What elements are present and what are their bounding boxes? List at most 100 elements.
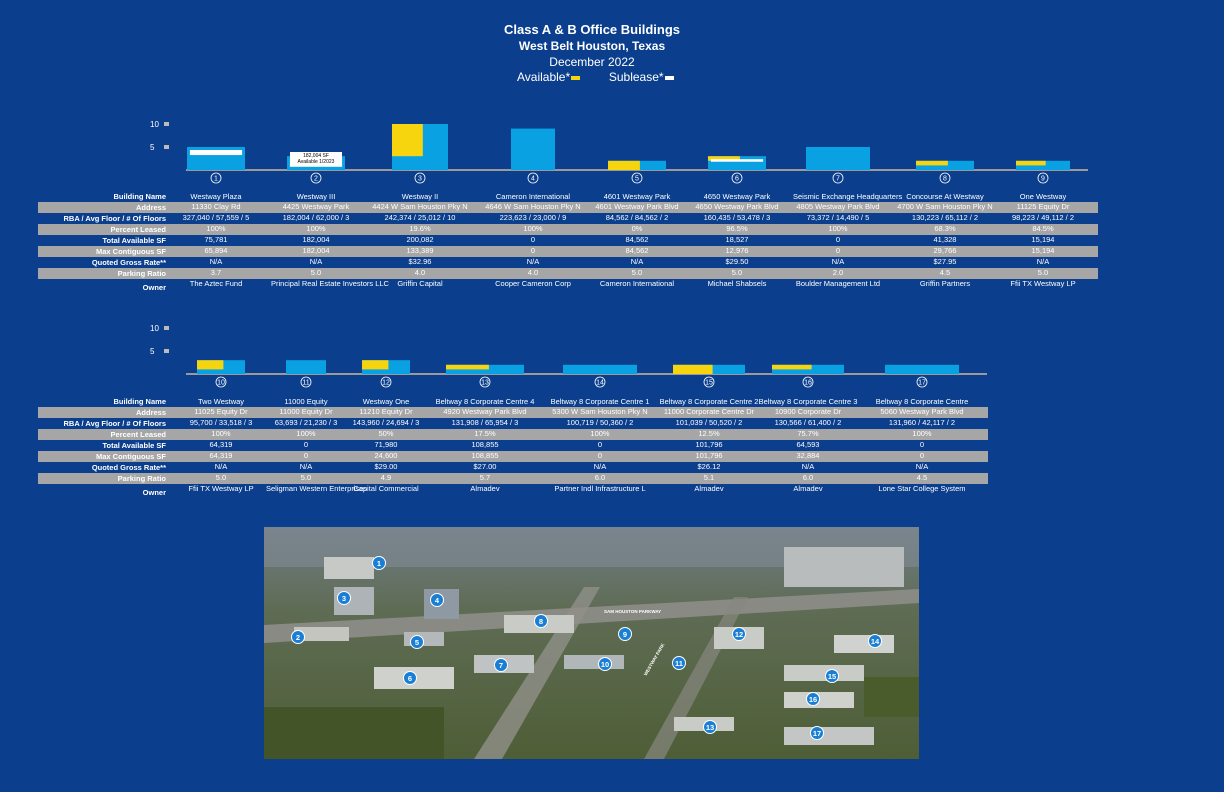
row-label-name: Building Name — [113, 192, 166, 201]
row-contig: Max Contiguous SF 64,319 0 24,600 108,855 0 10… — [38, 451, 988, 462]
avail-cell: 41,328 — [933, 235, 957, 244]
legend-sublease-swatch — [664, 75, 674, 80]
leased-cell: 100% — [523, 224, 543, 233]
report-date: December 2022 — [549, 55, 635, 69]
chart-note-line: Available 1/2023 — [298, 159, 335, 165]
rate-cell: $27.00 — [473, 462, 497, 471]
parking-cell: 5.0 — [731, 268, 743, 277]
building-bar-9 — [1016, 160, 1070, 170]
row-label-avail: Total Available SF — [102, 441, 167, 450]
name-cell: Beltway 8 Corporate Centre 1 — [550, 397, 650, 406]
owner-cell: Ffii TX Westway LP — [1010, 279, 1076, 288]
parking-cell: 6.0 — [594, 473, 606, 482]
page-subtitle: West Belt Houston, Texas — [518, 39, 666, 53]
owner-cell: Almadev — [470, 484, 500, 493]
map-marker-6: 6 — [403, 671, 417, 685]
leased-cell: 100% — [306, 224, 326, 233]
available-bar-9 — [1016, 160, 1046, 166]
building-number-circle-17 — [916, 376, 928, 388]
row-label-rate: Quoted Gross Rate** — [91, 258, 166, 267]
contig-cell: 133,389 — [406, 246, 434, 255]
contig-cell: 0 — [919, 451, 925, 460]
building-number-circle-5 — [631, 172, 643, 184]
map-marker-13: 13 — [703, 720, 717, 734]
owner-cell: Griffin Partners — [919, 279, 971, 288]
rba-cell: 95,700 / 33,518 / 3 — [189, 418, 253, 427]
row-label-leased: Percent Leased — [110, 225, 166, 234]
rate-cell: N/A — [593, 462, 607, 471]
parking-cell: 5.1 — [703, 473, 715, 482]
owner-cell: Lone Star College System — [878, 484, 966, 493]
building-number-circle-8 — [939, 172, 951, 184]
avail-cell: 182,004 — [302, 235, 330, 244]
parking-cell: 4.5 — [916, 473, 928, 482]
row-leased: Percent Leased 100% 100% 50% 17.5% 100% 12.5% 7… — [38, 429, 988, 440]
available-bar-16 — [772, 364, 812, 370]
row-rate: Quoted Gross Rate** N/A N/A $29.00 $27.00 N/A… — [38, 462, 988, 473]
rba-cell: 130,566 / 61,400 / 2 — [774, 418, 842, 427]
building-number-10: 10 — [217, 380, 225, 387]
rate-cell: N/A — [630, 257, 644, 266]
rba-cell: 160,435 / 53,478 / 3 — [703, 213, 771, 222]
name-cell: Seismic Exchange Headquarters — [793, 192, 903, 201]
buildings-table-2: Building Name Two Westway 11000 Equity West… — [38, 393, 988, 505]
map-marker-2: 2 — [291, 630, 305, 644]
legend-sublease-label: Sublease* — [608, 70, 664, 84]
row-label-parking: Parking Ratio — [117, 269, 166, 278]
contig-cell: 182,004 — [302, 246, 330, 255]
y-tick-label-10: 10 — [150, 324, 159, 333]
rba-cell: 131,960 / 42,117 / 2 — [888, 418, 956, 427]
rate-cell: $29.00 — [374, 462, 398, 471]
address-cell: 11210 Equity Dr — [359, 407, 413, 416]
parking-cell: 4.5 — [939, 268, 951, 277]
leased-cell: 84.5% — [1032, 224, 1054, 233]
rba-cell: 182,004 / 62,000 / 3 — [282, 213, 350, 222]
row-rate: Quoted Gross Rate** N/A N/A $32.96 N/A N/A $29… — [38, 257, 1098, 268]
avail-cell: 75,781 — [204, 235, 228, 244]
building-bar-11 — [286, 360, 326, 374]
contig-cell: 29,766 — [933, 246, 957, 255]
row-label-address: Address — [135, 203, 166, 212]
owner-cell: Almadev — [793, 484, 823, 493]
parking-cell: 3.7 — [210, 268, 222, 277]
contig-cell: 0 — [530, 246, 536, 255]
map-marker-15: 15 — [825, 669, 839, 683]
row-owner: Owner Ffii TX Westway LP Seligman Western … — [38, 484, 988, 498]
rate-cell: N/A — [214, 462, 228, 471]
contig-cell: 0 — [835, 246, 841, 255]
building-number-circle-12 — [380, 376, 392, 388]
sublease-bar-6 — [710, 159, 764, 162]
legend: Available* Sublease* — [517, 70, 674, 84]
building-number-3: 3 — [418, 176, 422, 183]
address-cell: 4425 Westway Park — [282, 202, 350, 211]
row-label-owner: Owner — [142, 283, 166, 292]
building-number-circle-16 — [802, 376, 814, 388]
name-cell: Westway Plaza — [190, 192, 242, 201]
rba-cell: 84,562 / 84,562 / 2 — [605, 213, 669, 222]
rate-cell: N/A — [831, 257, 845, 266]
available-bar-12 — [362, 360, 389, 370]
available-bar-6 — [708, 156, 740, 161]
parking-cell: 6.0 — [802, 473, 814, 482]
owner-cell: Griffin Capital — [397, 279, 443, 288]
row-avail: Total Available SF 75,781 182,004 200,082 0 8… — [38, 235, 1098, 246]
leased-cell: 75.7% — [797, 429, 819, 438]
building-number-circle-9 — [1037, 172, 1049, 184]
building-number-11: 11 — [302, 380, 309, 387]
row-name: Building Name Westway Plaza Westway III Wes… — [38, 188, 1098, 202]
building-number-17: 17 — [918, 380, 926, 387]
row-parking: Parking Ratio 5.0 5.0 4.9 5.7 6.0 5.1 6.0 4.5 — [38, 473, 988, 484]
owner-cell: Cameron International — [599, 279, 675, 288]
rate-cell: N/A — [299, 462, 313, 471]
row-rba: RBA / Avg Floor / # Of Floors 95,700 / 33… — [38, 418, 988, 429]
avail-cell: 84,562 — [625, 235, 649, 244]
owner-cell: Ffii TX Westway LP — [188, 484, 254, 493]
building-bar-8 — [916, 160, 974, 170]
avail-cell: 0 — [303, 440, 309, 449]
contig-cell: 65,894 — [204, 246, 228, 255]
avail-cell: 71,980 — [374, 440, 398, 449]
avail-cell: 101,796 — [695, 440, 723, 449]
owner-cell: Almadev — [694, 484, 724, 493]
avail-cell: 0 — [919, 440, 925, 449]
name-cell: Beltway 8 Corporate Centre 4 — [435, 397, 535, 406]
